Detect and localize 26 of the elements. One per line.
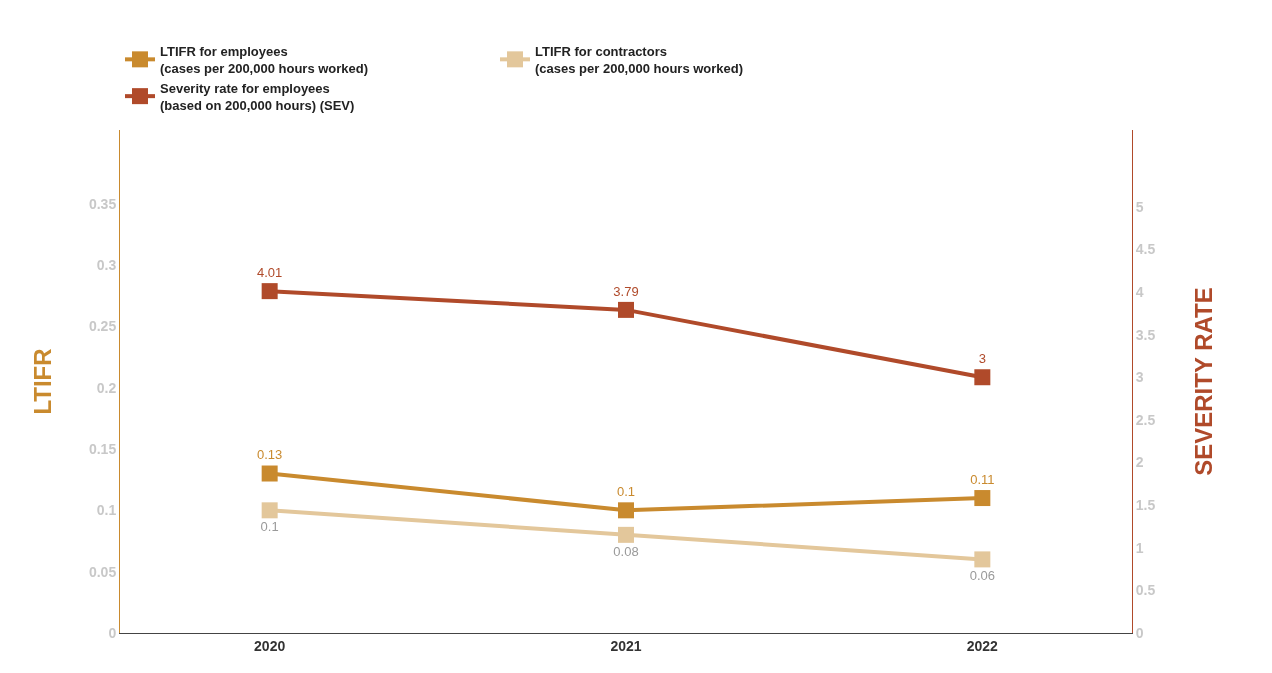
legend-label: LTIFR for contractors (cases per 200,000 hours worked)	[535, 43, 744, 76]
point	[261, 465, 278, 482]
x-tick-label: 2021	[610, 637, 642, 654]
x-tick-label: 2022	[966, 637, 999, 654]
data-label: 0.06	[969, 568, 995, 584]
data-label: 0.1	[260, 519, 279, 535]
data-label: 0.08	[613, 543, 639, 559]
point	[261, 502, 278, 519]
point	[974, 551, 991, 568]
data-label: 3.79	[613, 283, 639, 299]
legend-label: LTIFR for employees (cases per 200,000 hours worked)	[160, 43, 369, 76]
y-axis-title: LTIFR	[29, 348, 57, 415]
data-label: 0.11	[970, 471, 995, 487]
point	[974, 369, 991, 386]
point	[974, 490, 991, 507]
data-label: 0.13	[257, 447, 283, 463]
legend-label: Severity rate for employees (based on 200,000 hours) (SEV)	[160, 80, 355, 113]
data-label: 0.1	[616, 484, 636, 500]
point	[261, 283, 278, 300]
point	[618, 502, 634, 519]
data-label: 4.01	[257, 264, 283, 280]
y2-axis-title: SEVERITY RATE	[1189, 287, 1217, 476]
x-tick-label: 2020	[254, 637, 286, 654]
point	[618, 301, 634, 318]
point	[618, 526, 634, 543]
data-label: 3	[978, 350, 986, 366]
